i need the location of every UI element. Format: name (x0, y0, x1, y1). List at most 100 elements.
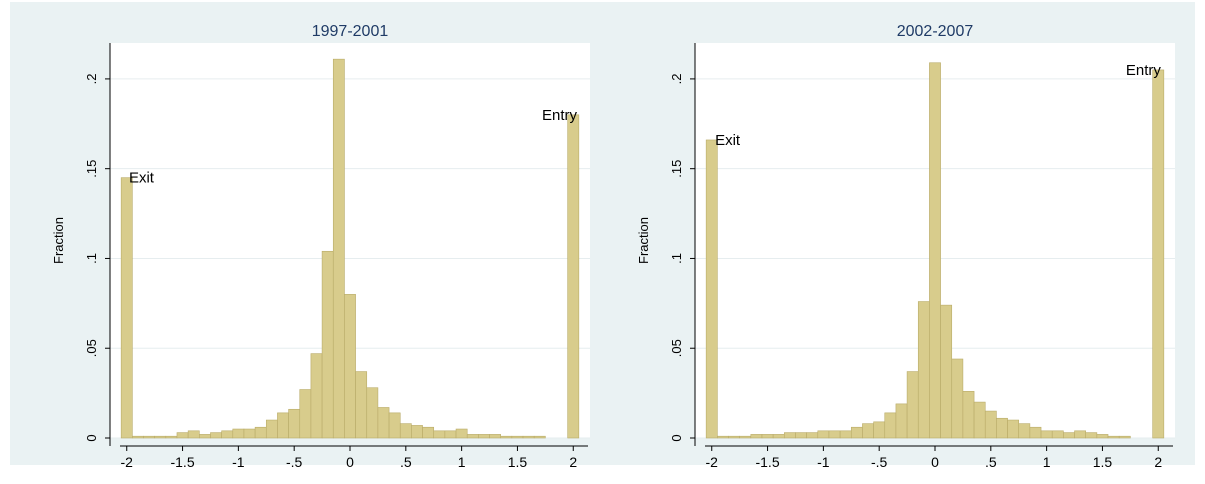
histogram-bar (500, 435, 513, 439)
histogram-bar (1029, 426, 1042, 439)
histogram-bar (567, 114, 580, 439)
histogram-bar (817, 430, 830, 439)
histogram-bar (1007, 419, 1020, 439)
histogram-bar (411, 425, 423, 439)
histogram-bar (143, 435, 155, 439)
histogram-bar (433, 430, 446, 439)
panel-title: 2002-2007 (897, 23, 974, 40)
histogram-bar (717, 435, 729, 439)
y-tick-label: .05 (84, 339, 99, 357)
y-tick-label: .2 (669, 73, 684, 84)
x-tick-label: 2 (569, 454, 577, 470)
y-axis-label: Fraction (51, 217, 66, 264)
histogram-bar (996, 417, 1008, 439)
histogram-bar (895, 403, 908, 439)
histogram-bar (795, 432, 807, 439)
y-tick-label: .1 (84, 253, 99, 264)
annotation-exit: Exit (129, 170, 155, 187)
histogram-bar (422, 426, 435, 439)
histogram-bar (1063, 432, 1075, 439)
histogram-bar (466, 434, 479, 439)
histogram-bar (873, 421, 886, 439)
histogram-bar (210, 432, 222, 439)
histogram-bar (806, 432, 819, 439)
histogram-bar (1085, 432, 1098, 439)
histogram-bar (839, 430, 852, 439)
x-tick-label: 1 (1043, 454, 1051, 470)
histogram-1997-2001: 0 .05 .1 .15 .2 -2 -1.5 -1 -.5 0 .5 1 1.5 2 1997-2001 F… (51, 23, 590, 470)
histogram-bar (221, 430, 234, 439)
histogram-bar (884, 412, 897, 439)
histogram-bar (1118, 435, 1131, 439)
x-tick-label: -1.5 (170, 454, 194, 470)
histogram-bar (377, 407, 390, 439)
histogram-bar (132, 435, 144, 439)
figure-background: 0.05.1.15.2 -2 -1.5 -1 -.5 0.5 1 1.5 2 1997-2001 F… (10, 2, 1195, 470)
histogram-bar (962, 391, 975, 439)
x-tick-label: -1.5 (755, 454, 779, 470)
histogram-bar (1074, 430, 1086, 439)
x-tick-label: -.5 (871, 454, 888, 470)
histogram-bar (455, 428, 468, 439)
histogram-bar (511, 435, 524, 439)
annotation-entry: Entry (542, 107, 578, 124)
histogram-bar (940, 304, 953, 439)
histogram-bar (366, 387, 379, 439)
histogram-bar (728, 435, 740, 439)
x-tick-label: 1.5 (508, 454, 528, 470)
x-tick-label: -2 (706, 454, 719, 470)
histogram-bar (705, 139, 718, 439)
histogram-bar (917, 301, 930, 439)
histogram-bar (388, 412, 401, 439)
histogram-bar (522, 435, 535, 439)
histogram-bar (862, 423, 874, 439)
histogram-bar (243, 428, 256, 439)
x-tick-label: -2 (121, 454, 134, 470)
panel-title: 1997-2001 (312, 23, 389, 40)
histogram-bar (906, 371, 919, 439)
histogram-bar (1018, 423, 1031, 439)
y-tick-label: .2 (84, 73, 99, 84)
histogram-bar (1040, 430, 1053, 439)
histogram-bar (1051, 430, 1064, 439)
histogram-bar (761, 434, 774, 439)
histogram-bar (1107, 435, 1120, 439)
histogram-bar (299, 389, 312, 439)
histogram-bar (929, 62, 941, 439)
y-tick-label: .05 (669, 339, 684, 357)
histogram-bar (489, 434, 501, 439)
histogram-bar (187, 430, 200, 439)
x-tick-label: -.5 (286, 454, 303, 470)
histogram-bar (265, 419, 278, 439)
histogram-bar (165, 435, 178, 439)
histogram-bar (288, 408, 301, 439)
histogram-bar (120, 177, 133, 439)
histogram-bar (154, 435, 167, 439)
annotation-entry: Entry (1126, 62, 1162, 79)
x-tick-label: -1 (232, 454, 245, 470)
histogram-bar (344, 294, 356, 439)
histogram-bar (750, 434, 763, 439)
histogram-bar (772, 434, 785, 439)
histogram-bar (321, 250, 334, 439)
y-tick-label: 0 (669, 434, 684, 441)
histogram-bar (478, 434, 490, 439)
annotation-exit: Exit (715, 132, 741, 149)
histogram-bar (1152, 69, 1165, 439)
y-tick-label: .1 (669, 253, 684, 264)
histogram-bar (355, 371, 368, 439)
histogram-bar (232, 428, 245, 439)
histogram-bar (310, 353, 323, 439)
histogram-bar (1096, 434, 1109, 439)
x-tick-label: -1 (817, 454, 830, 470)
histogram-bar (784, 432, 796, 439)
x-tick-label: 2 (1154, 454, 1162, 470)
y-tick-label: .15 (84, 160, 99, 178)
y-tick-label: .15 (669, 160, 684, 178)
x-tick-label: 0 (346, 454, 354, 470)
y-axis-label: Fraction (636, 217, 651, 264)
y-tick-label: 0 (84, 434, 99, 441)
histogram-bar (984, 410, 997, 439)
histogram-2002-2007: 0 .05 .1 .15 .2 -2 -1.5 -1 -.5 0 .5 1 1.5 2 2002-2007 F… (636, 23, 1175, 470)
histogram-bar (850, 426, 863, 439)
